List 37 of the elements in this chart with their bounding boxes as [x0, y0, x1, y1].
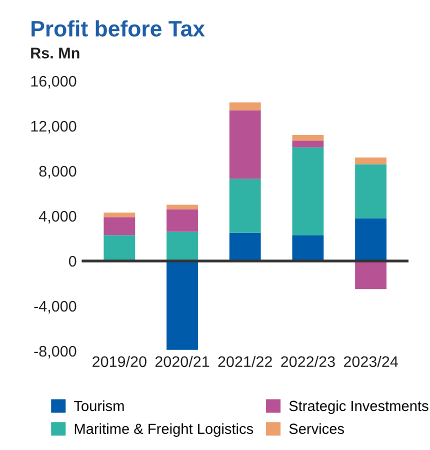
bar: [292, 147, 324, 236]
y-tick-label: 12,000: [31, 120, 76, 134]
bar: [229, 102, 261, 110]
bar: [229, 110, 261, 179]
x-tick-label: 2021/22: [218, 356, 272, 368]
bar: [166, 209, 198, 232]
bar: [355, 158, 387, 164]
bar: [355, 261, 387, 290]
bar: [292, 235, 324, 261]
legend-label: Strategic Investments: [289, 400, 428, 414]
bar: [229, 232, 261, 261]
legend-label: Services: [289, 423, 344, 434]
y-tick-label: 0: [68, 256, 76, 267]
bar: [104, 235, 136, 261]
x-tick-label: 2022/23: [281, 356, 335, 368]
bar: [104, 217, 136, 236]
bar: [292, 135, 324, 141]
bar: [166, 232, 198, 261]
y-tick-label: -4,000: [34, 300, 76, 314]
bar: [229, 178, 261, 233]
bar: [355, 218, 387, 261]
legend-label: Tourism: [74, 400, 124, 412]
bar: [166, 204, 198, 210]
x-tick-label: 2023/24: [344, 356, 398, 368]
bar: [166, 261, 198, 350]
y-tick-label: 4,000: [38, 210, 76, 224]
bar: [104, 212, 136, 218]
bar: [355, 164, 387, 218]
chart-subtitle: Rs. Mn: [31, 48, 80, 58]
y-tick-label: 16,000: [31, 76, 76, 88]
chart-title: Profit before Tax: [32, 20, 205, 37]
x-tick-label: 2020/21: [155, 356, 210, 368]
bar: [292, 140, 324, 148]
x-tick-label: 2019/20: [92, 356, 146, 368]
legend-label: Maritime & Freight Logistics: [74, 423, 254, 437]
y-tick-label: -8,000: [34, 346, 76, 358]
y-tick-label: 8,000: [39, 166, 76, 178]
